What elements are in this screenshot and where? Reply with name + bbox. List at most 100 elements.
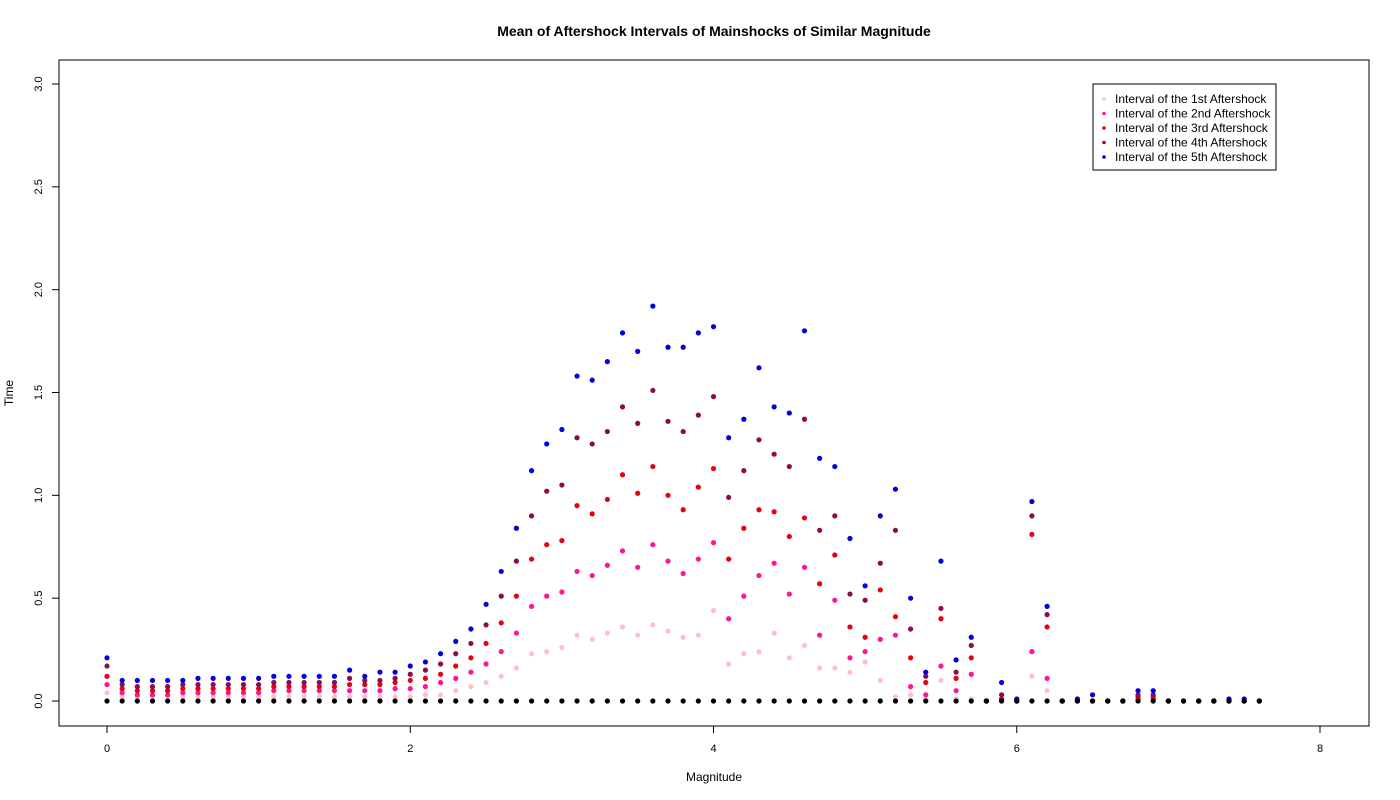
data-point	[362, 694, 368, 700]
data-point	[832, 463, 838, 470]
data-point	[877, 587, 883, 593]
data-point	[817, 455, 823, 461]
data-point	[695, 330, 701, 336]
data-point	[710, 607, 717, 614]
data-point	[923, 673, 929, 679]
data-point	[271, 698, 277, 704]
data-point	[286, 684, 292, 690]
data-point	[619, 548, 626, 554]
data-point	[862, 649, 868, 655]
data-point	[589, 698, 595, 704]
data-point	[604, 698, 610, 704]
data-point	[771, 509, 777, 515]
y-tick-label: 3.0	[33, 76, 45, 91]
data-point	[362, 677, 368, 684]
data-point	[422, 692, 429, 698]
data-point	[377, 698, 383, 704]
data-point	[635, 490, 641, 496]
legend-marker	[1102, 111, 1106, 116]
data-point	[165, 692, 171, 698]
data-point	[331, 698, 338, 704]
data-point	[498, 673, 504, 679]
data-point	[1074, 698, 1080, 704]
data-point	[180, 690, 186, 696]
data-point	[756, 649, 762, 655]
data-point	[165, 677, 171, 684]
data-point	[650, 542, 656, 548]
data-point	[968, 655, 974, 661]
data-point	[134, 684, 140, 690]
legend-entry: Interval of the 2nd Aftershock	[1115, 107, 1271, 121]
data-point	[453, 688, 459, 694]
data-point	[817, 632, 823, 638]
data-point	[877, 677, 883, 684]
data-point	[710, 465, 717, 472]
data-point	[498, 698, 504, 704]
data-point	[680, 507, 686, 513]
data-point	[392, 686, 398, 692]
data-point	[968, 671, 974, 677]
data-point	[528, 513, 535, 519]
data-point	[726, 494, 732, 500]
data-point	[589, 572, 595, 579]
data-point	[741, 416, 747, 422]
data-point	[468, 626, 474, 632]
data-point	[574, 373, 580, 379]
data-point	[771, 698, 777, 704]
data-point	[1135, 688, 1141, 694]
data-point	[589, 511, 595, 517]
data-point	[741, 593, 747, 599]
data-point	[1029, 513, 1035, 519]
data-point	[437, 692, 444, 698]
data-point	[756, 572, 762, 579]
data-point	[301, 684, 307, 690]
data-point	[316, 673, 322, 679]
data-point	[619, 698, 626, 704]
y-tick-label: 1.5	[33, 385, 45, 400]
data-point	[513, 558, 519, 564]
data-point	[786, 698, 792, 704]
data-point	[817, 581, 823, 587]
data-point	[195, 694, 201, 700]
data-point	[377, 681, 383, 688]
data-point	[271, 679, 277, 686]
data-point	[695, 698, 701, 704]
data-point	[938, 663, 944, 669]
data-point	[771, 560, 777, 566]
data-point	[589, 441, 595, 447]
data-point	[453, 675, 459, 681]
data-point	[786, 533, 792, 540]
data-point	[422, 659, 429, 665]
data-point	[710, 540, 717, 546]
y-tick-label: 1.0	[33, 488, 45, 503]
data-point	[271, 688, 277, 694]
data-point	[832, 597, 838, 603]
data-point	[316, 694, 322, 700]
data-point	[786, 410, 792, 416]
data-point	[1044, 675, 1050, 681]
data-point	[680, 570, 686, 577]
data-point	[119, 686, 125, 692]
data-point	[498, 620, 504, 626]
data-point	[559, 644, 565, 651]
x-tick-label: 0	[104, 743, 110, 755]
data-point	[331, 679, 338, 686]
data-point	[998, 698, 1005, 704]
data-point	[210, 690, 216, 696]
data-point	[513, 698, 519, 704]
data-point	[195, 681, 201, 688]
data-point	[316, 688, 322, 694]
data-point	[1150, 698, 1156, 704]
data-point	[225, 698, 231, 704]
data-point	[847, 591, 853, 597]
data-point	[650, 622, 656, 628]
data-point	[1014, 698, 1020, 704]
data-point	[225, 675, 231, 681]
data-point	[726, 698, 732, 704]
data-point	[104, 655, 110, 661]
data-point	[771, 630, 777, 636]
data-point	[619, 472, 626, 478]
data-point	[453, 638, 459, 644]
legend-entry: Interval of the 3rd Aftershock	[1115, 121, 1269, 135]
data-point	[741, 525, 747, 531]
